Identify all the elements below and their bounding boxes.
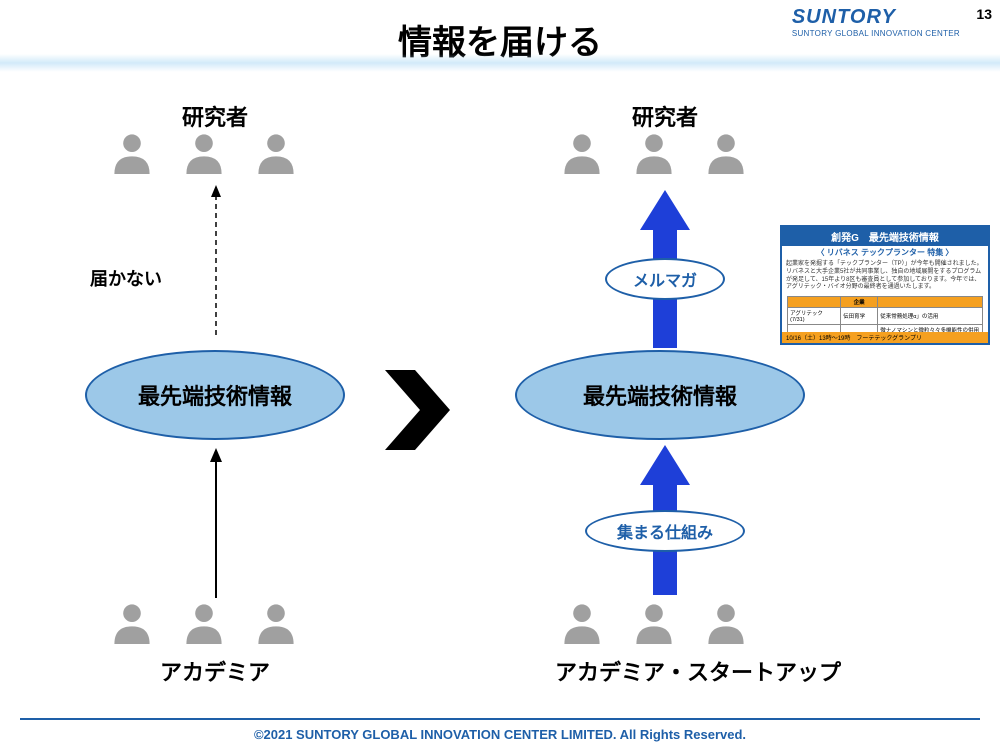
left-researcher-label: 研究者 xyxy=(155,100,275,132)
doc-header: 創発G 最先端技術情報 xyxy=(782,227,988,246)
person-icon xyxy=(704,130,748,174)
brand: SUNTORY SUNTORY GLOBAL INNOVATION CENTER xyxy=(792,6,960,38)
gather-text: 集まる仕組み xyxy=(617,519,713,543)
left-people-bottom xyxy=(110,600,298,644)
mailmag-tag: メルマガ xyxy=(605,258,725,300)
right-researcher-label: 研究者 xyxy=(605,100,725,132)
right-ellipse: 最先端技術情報 xyxy=(515,350,805,440)
page-number: 13 xyxy=(976,6,992,22)
brand-main: SUNTORY xyxy=(792,6,960,29)
right-people-top xyxy=(560,130,748,174)
right-people-bottom xyxy=(560,600,748,644)
doc-td: アグリテック (7/31) xyxy=(788,308,841,325)
doc-th xyxy=(788,297,841,308)
person-icon xyxy=(560,130,604,174)
document-thumbnail: 創発G 最先端技術情報 〈 リバネス テックプランター 特集 〉 起業家を発掘す… xyxy=(780,225,990,345)
doc-footer: 10/16（土）13時～19時 フーテテックグランプリ xyxy=(782,332,988,343)
academia-label: アカデミア xyxy=(160,655,270,687)
person-icon xyxy=(182,130,226,174)
left-ellipse: 最先端技術情報 xyxy=(85,350,345,440)
person-icon xyxy=(560,600,604,644)
footer-text: ©2021 SUNTORY GLOBAL INNOVATION CENTER L… xyxy=(0,727,1000,742)
person-icon xyxy=(110,130,154,174)
ellipse-text: 最先端技術情報 xyxy=(138,379,292,411)
person-icon xyxy=(632,600,676,644)
person-icon xyxy=(632,130,676,174)
dashed-arrow-up xyxy=(210,185,222,335)
doc-td: 従来常務処理α」の活用 xyxy=(878,308,983,325)
header: 情報を届ける SUNTORY SUNTORY GLOBAL INNOVATION… xyxy=(0,0,1000,60)
person-icon xyxy=(704,600,748,644)
mailmag-text: メルマガ xyxy=(633,267,697,291)
brand-sub: SUNTORY GLOBAL INNOVATION CENTER xyxy=(792,29,960,38)
doc-th xyxy=(878,297,983,308)
person-icon xyxy=(254,130,298,174)
left-people-top xyxy=(110,130,298,174)
doc-body: 起業家を発掘する「テックプランター（TP）」が今年も開催されました。リバネスと大… xyxy=(782,259,988,294)
footer-line xyxy=(20,718,980,720)
doc-th: 企業 xyxy=(841,297,878,308)
person-icon xyxy=(254,600,298,644)
academia-startup-label: アカデミア・スタートアップ xyxy=(555,655,841,687)
person-icon xyxy=(182,600,226,644)
ellipse-text: 最先端技術情報 xyxy=(583,379,737,411)
header-band xyxy=(0,54,1000,72)
doc-td: 伝田育学 xyxy=(841,308,878,325)
big-chevron-icon xyxy=(385,370,455,450)
solid-arrow-up xyxy=(210,448,222,598)
not-reach-label: 届かない xyxy=(90,265,162,291)
doc-sub: 〈 リバネス テックプランター 特集 〉 xyxy=(782,246,988,259)
person-icon xyxy=(110,600,154,644)
gather-tag: 集まる仕組み xyxy=(585,510,745,552)
